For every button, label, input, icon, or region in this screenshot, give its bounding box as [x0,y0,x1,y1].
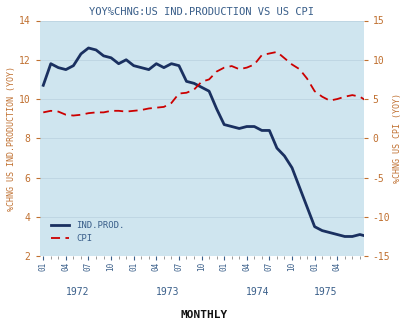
Legend: IND.PROD., CPI: IND.PROD., CPI [47,217,128,247]
Text: 1973: 1973 [156,287,180,297]
Text: MONTHLY: MONTHLY [181,310,228,320]
Text: 1975: 1975 [314,287,338,297]
Y-axis label: %CHNG US CPI (YOY): %CHNG US CPI (YOY) [393,93,402,183]
Y-axis label: %CHNG US IND.PRODUCTION (YOY): %CHNG US IND.PRODUCTION (YOY) [7,66,16,211]
Title: YOY%CHNG:US IND.PRODUCTION VS US CPI: YOY%CHNG:US IND.PRODUCTION VS US CPI [89,7,314,17]
Text: 1972: 1972 [65,287,89,297]
Text: 1974: 1974 [246,287,270,297]
